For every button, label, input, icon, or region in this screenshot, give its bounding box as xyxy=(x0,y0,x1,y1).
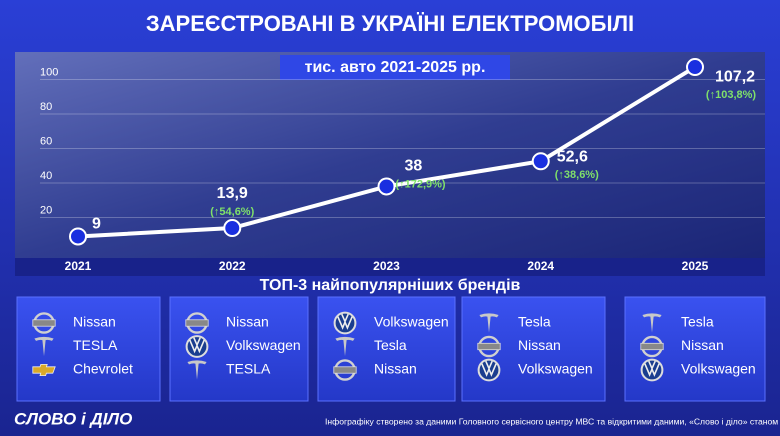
brand-name: Nissan xyxy=(374,361,417,377)
y-tick-label: 60 xyxy=(40,135,52,147)
brand-name: Tesla xyxy=(681,314,714,330)
brand-name: Nissan xyxy=(226,314,269,330)
brand-name: Tesla xyxy=(518,314,551,330)
brand-name: Volkswagen xyxy=(518,361,593,377)
brand-icon xyxy=(333,311,357,335)
brand-icon xyxy=(185,335,209,358)
x-tick-label: 2023 xyxy=(373,259,400,273)
value-label: 52,6 xyxy=(557,148,588,165)
growth-label: (↑54,6%) xyxy=(210,206,254,218)
brand-name: Chevrolet xyxy=(73,361,133,377)
title: ЗАРЕЄСТРОВАНІ В УКРАЇНІ ЕЛЕКТРОМОБІЛІ xyxy=(146,11,634,36)
year-band xyxy=(15,258,765,276)
brand-name: Volkswagen xyxy=(681,361,756,377)
brand-name: Volkswagen xyxy=(374,314,449,330)
footnote: Інфографіку створено за даними Головного… xyxy=(325,416,780,426)
brand-icon xyxy=(640,358,664,382)
brand-name: TESLA xyxy=(73,337,118,353)
subtitle-box xyxy=(280,55,510,80)
marker xyxy=(69,227,87,246)
value-label: 9 xyxy=(92,216,101,233)
y-tick-label: 100 xyxy=(40,66,58,78)
y-tick-label: 80 xyxy=(40,101,52,113)
chart: 20 40 60 80 100 9 2021 13,9 (↑54,6%) 2022 38 (↑172,… xyxy=(16,58,766,402)
x-tick-label: 2021 xyxy=(65,259,92,273)
growth-label: (↑172,9%) xyxy=(395,178,445,190)
growth-label: (↑103,8%) xyxy=(706,89,756,101)
subtitle: тис. авто 2021-2025 рр. xyxy=(305,59,486,76)
marker xyxy=(686,58,704,77)
brand-name: Nissan xyxy=(681,337,724,353)
brand-name: Nissan xyxy=(518,337,561,353)
brand-icon xyxy=(477,358,501,382)
logo: СЛОВО і ДІЛО xyxy=(14,409,132,428)
value-label: 13,9 xyxy=(217,185,248,202)
x-tick-label: 2022 xyxy=(219,259,246,273)
value-label: 38 xyxy=(405,158,423,175)
growth-label: (↑38,6%) xyxy=(555,169,599,181)
marker xyxy=(377,177,396,196)
x-tick-label: 2024 xyxy=(527,259,554,273)
brand-name: Tesla xyxy=(374,337,407,353)
value-label: 107,2 xyxy=(715,68,755,85)
marker xyxy=(223,219,242,238)
y-tick-label: 20 xyxy=(40,204,52,216)
brand-name: Volkswagen xyxy=(226,337,301,353)
brand-name: TESLA xyxy=(226,361,271,377)
brands-title: ТОП-3 найпопулярніших брендів xyxy=(260,277,521,294)
brand-name: Nissan xyxy=(73,314,116,330)
y-tick-label: 40 xyxy=(40,170,52,182)
x-tick-label: 2025 xyxy=(682,259,709,273)
chart-background xyxy=(15,52,765,258)
chart-overlay xyxy=(15,52,765,258)
marker xyxy=(531,152,550,171)
